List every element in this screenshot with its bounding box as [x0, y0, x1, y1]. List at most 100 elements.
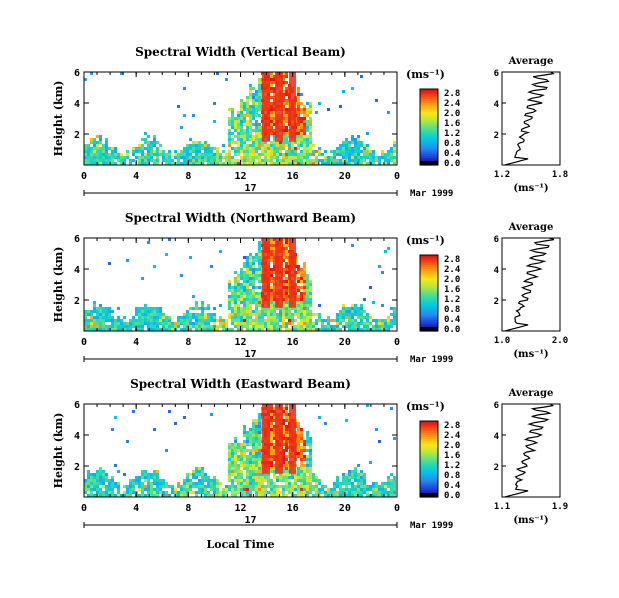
heatmap-cell	[198, 485, 201, 488]
heatmap-cell	[300, 310, 303, 313]
heatmap-cell	[348, 310, 351, 313]
heatmap-cell	[339, 491, 342, 494]
heatmap-cell	[213, 325, 216, 328]
heatmap-cell	[93, 147, 96, 150]
colorbar-segment	[420, 146, 438, 149]
heatmap-cell	[234, 313, 237, 316]
heatmap-cell	[114, 150, 117, 153]
colorbar-segment	[420, 283, 438, 286]
heatmap-cell	[207, 479, 210, 482]
heatmap-cell	[120, 72, 123, 75]
heatmap-cell	[273, 428, 276, 431]
heatmap-cell	[138, 144, 141, 147]
heatmap-cell	[273, 277, 276, 280]
heatmap-cell	[258, 274, 261, 277]
heatmap-cell	[354, 162, 357, 165]
heatmap-cell	[96, 488, 99, 491]
heatmap-cell	[249, 443, 252, 446]
heatmap-cell	[303, 144, 306, 147]
heatmap-cell	[357, 138, 360, 141]
heatmap-cell	[207, 322, 210, 325]
heatmap-cell	[354, 156, 357, 159]
heatmap-cell	[228, 476, 231, 479]
heatmap-cell	[222, 328, 225, 331]
heatmap-cell	[270, 488, 273, 491]
heatmap-cell	[282, 307, 285, 310]
colorbar-segment	[420, 119, 438, 122]
heatmap-cell	[273, 446, 276, 449]
heatmap-cell	[165, 325, 168, 328]
heatmap-cell	[366, 147, 369, 150]
heatmap-cell	[288, 488, 291, 491]
heatmap-cell	[291, 322, 294, 325]
heatmap-cell	[264, 153, 267, 156]
heatmap-cell	[231, 301, 234, 304]
heatmap-cell	[243, 443, 246, 446]
heatmap-cell	[378, 488, 381, 491]
heatmap-cell	[303, 443, 306, 446]
heatmap-cell	[153, 141, 156, 144]
heatmap-cell	[372, 482, 375, 485]
heatmap-cell	[285, 102, 288, 105]
heatmap-cell	[168, 316, 171, 319]
heatmap-cell	[228, 132, 231, 135]
heatmap-cell	[258, 425, 261, 428]
heatmap-cell	[231, 111, 234, 114]
heatmap-cell	[117, 491, 120, 494]
heatmap-cell	[102, 485, 105, 488]
heatmap-cell	[366, 485, 369, 488]
heatmap-cell	[378, 328, 381, 331]
heatmap-cell	[345, 316, 348, 319]
heatmap-cell	[192, 162, 195, 165]
heatmap-cell	[267, 307, 270, 310]
heatmap-cell	[336, 147, 339, 150]
heatmap-cell	[300, 328, 303, 331]
heatmap-cell	[213, 476, 216, 479]
heatmap-cell	[210, 150, 213, 153]
heatmap-cell	[279, 307, 282, 310]
heatmap-cell	[273, 425, 276, 428]
heatmap-cell	[192, 316, 195, 319]
heatmap-cell	[108, 485, 111, 488]
heatmap-cell	[258, 259, 261, 262]
heatmap-cell	[390, 319, 393, 322]
heatmap-cell	[156, 322, 159, 325]
heatmap-cell	[135, 310, 138, 313]
heatmap-cell	[189, 307, 192, 310]
colorbar-segment	[420, 464, 438, 468]
heatmap-cell	[183, 416, 186, 419]
heatmap-cell	[249, 319, 252, 322]
heatmap-cell	[147, 328, 150, 331]
heatmap-cell	[348, 153, 351, 156]
colorbar-segment	[420, 441, 438, 445]
x-tick-label: 12	[234, 337, 246, 348]
heatmap-cell	[237, 476, 240, 479]
heatmap-cell	[153, 428, 156, 431]
heatmap-cell	[288, 476, 291, 479]
colorbar-tick-label: 0.8	[444, 139, 460, 149]
heatmap-cell	[87, 488, 90, 491]
heatmap-cell	[285, 449, 288, 452]
colorbar-segment	[420, 104, 438, 107]
heatmap-cell	[282, 464, 285, 467]
heatmap-cell	[252, 138, 255, 141]
heatmap-cell	[237, 117, 240, 120]
heatmap-cell	[309, 280, 312, 283]
heatmap-cell	[216, 491, 219, 494]
heatmap-cell	[309, 117, 312, 120]
heatmap-cell	[90, 150, 93, 153]
heatmap-cell	[366, 132, 369, 135]
heatmap-cell	[234, 162, 237, 165]
colorbar-segment	[420, 147, 438, 151]
heatmap-cell	[384, 322, 387, 325]
heatmap-cell	[249, 117, 252, 120]
heatmap-cell	[87, 494, 90, 497]
heatmap-cell	[297, 491, 300, 494]
heatmap-cell	[273, 271, 276, 274]
heatmap-cell	[237, 292, 240, 295]
heatmap-cell	[144, 153, 147, 156]
heatmap-cell	[351, 473, 354, 476]
heatmap-cell	[246, 485, 249, 488]
heatmap-cell	[168, 162, 171, 165]
average-profile-line	[504, 403, 555, 498]
